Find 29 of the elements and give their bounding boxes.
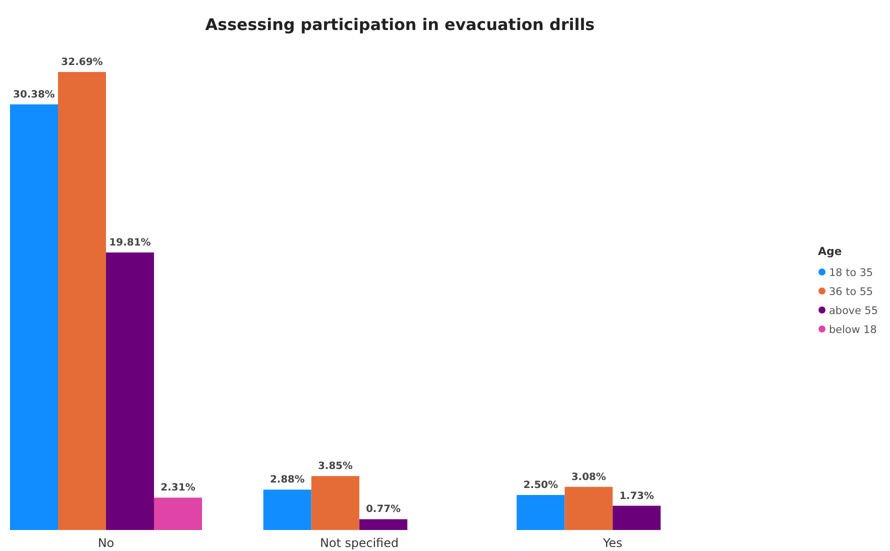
legend-label: 36 to 55	[829, 286, 873, 298]
chart-title: Assessing participation in evacuation drills	[205, 15, 595, 34]
bar	[263, 490, 312, 530]
legend-title: Age	[818, 245, 842, 258]
data-label: 1.73%	[619, 490, 654, 502]
bar	[106, 252, 154, 530]
x-tick-label: Yes	[602, 536, 622, 550]
bar	[58, 72, 106, 530]
data-label: 32.69%	[61, 57, 103, 68]
data-label: 2.88%	[270, 474, 305, 486]
x-tick-label: No	[98, 536, 114, 550]
legend-label: 18 to 35	[829, 267, 873, 279]
bar	[612, 506, 661, 530]
data-label: 2.50%	[523, 480, 558, 491]
bar	[516, 494, 565, 530]
bar	[154, 498, 202, 530]
legend-label: below 18	[829, 324, 877, 336]
bar	[311, 476, 360, 530]
legend-label: above 55	[829, 305, 878, 317]
data-label: 30.38%	[13, 89, 55, 100]
data-label: 0.77%	[366, 504, 401, 516]
x-tick-label: Not specified	[320, 536, 399, 550]
data-label: 19.81%	[109, 237, 151, 248]
data-label: 3.08%	[571, 472, 606, 483]
data-label: 2.31%	[160, 482, 196, 494]
bar	[564, 486, 613, 530]
bar	[359, 519, 408, 530]
data-label: 3.85%	[318, 461, 353, 472]
bar	[10, 104, 58, 530]
